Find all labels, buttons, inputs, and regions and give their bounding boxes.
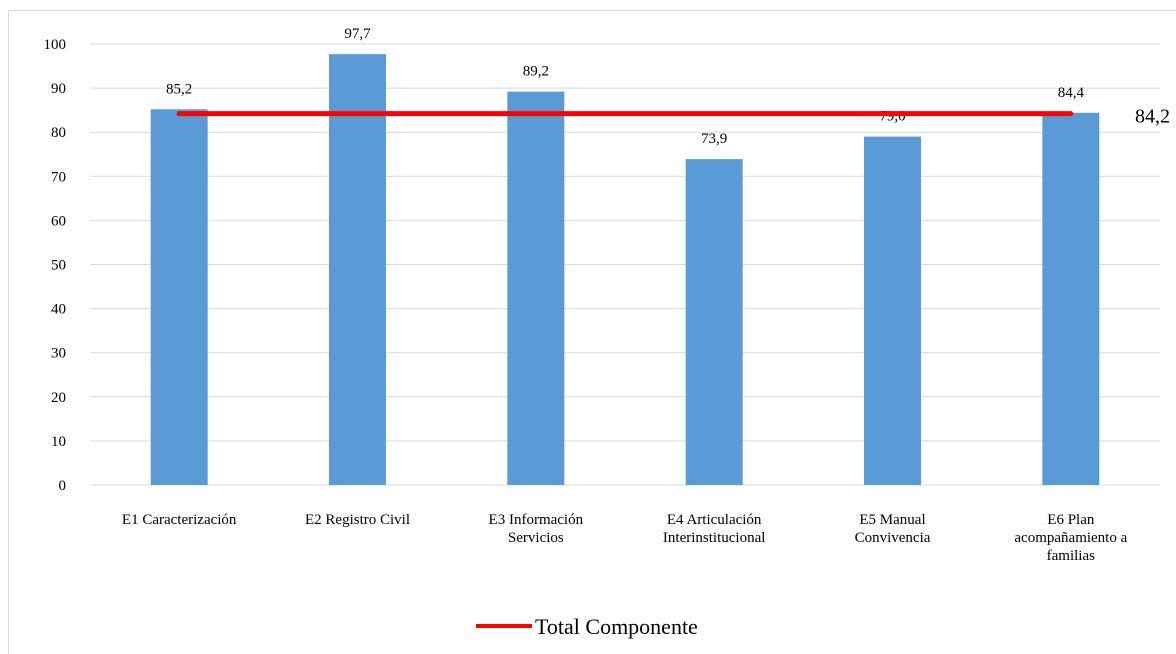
bar-data-label: 79,0 [879,109,905,125]
x-category-label: E1 Caracterización [122,512,237,528]
x-category-label-line: Servicios [508,530,564,546]
x-category-label-line: E4 Articulación [667,512,762,528]
x-category-label-line: E3 Información [489,512,584,528]
y-axis: 0 10 20 30 40 50 60 70 80 90 100 [44,37,67,494]
y-tick-label: 40 [51,302,66,318]
bar [507,91,565,486]
bar [329,54,386,485]
x-category-label-line: E6 Plan [1047,512,1095,528]
x-category-label: E2 Registro Civil [305,512,410,528]
y-tick-label: 60 [51,213,66,229]
bar [150,109,208,485]
x-category-label-line: E2 Registro Civil [305,512,410,528]
gridlines [90,43,1160,486]
bar-data-label: 84,4 [1058,85,1085,101]
y-tick-label: 80 [51,125,66,141]
y-tick-label: 10 [51,434,66,450]
total-line-series: 84,2 [176,106,1170,128]
bar [685,159,743,485]
bar-data-label: 73,9 [701,131,727,147]
x-category-label: E4 Articulación Interinstitucional [663,512,765,546]
legend: Total Componente [476,614,698,639]
bar-data-label: 89,2 [523,64,549,80]
y-tick-label: 70 [51,169,66,185]
bar [864,136,921,486]
x-category-label: E6 Plan acompañamiento a familias [1014,512,1127,564]
bar-series: 85,2 97,7 89,2 73,9 79,0 84,4 [150,26,1100,486]
x-category-label-line: Convivencia [855,530,931,546]
bar-data-label: 85,2 [166,81,192,97]
total-line-label: 84,2 [1135,106,1170,128]
x-category-label-line: acompañamiento a [1014,530,1127,546]
x-category-label-line: E5 Manual [859,512,925,528]
y-tick-label: 90 [51,81,66,97]
x-axis: E1 Caracterización E2 Registro Civil E3 In… [122,512,1128,564]
x-category-label-line: Interinstitucional [663,530,765,546]
legend-label-total: Total Componente [535,614,698,639]
y-tick-label: 50 [51,258,66,274]
x-category-label-line: familias [1047,548,1095,564]
x-category-label: E3 Información Servicios [489,512,584,546]
x-category-label-line: E1 Caracterización [122,512,237,528]
x-category-label: E5 Manual Convivencia [855,512,931,546]
y-tick-label: 30 [51,346,66,362]
bar [1042,112,1100,486]
y-tick-label: 0 [59,478,67,494]
y-tick-label: 20 [51,390,66,406]
y-tick-label: 100 [44,37,67,53]
bar-data-label: 97,7 [344,26,371,42]
